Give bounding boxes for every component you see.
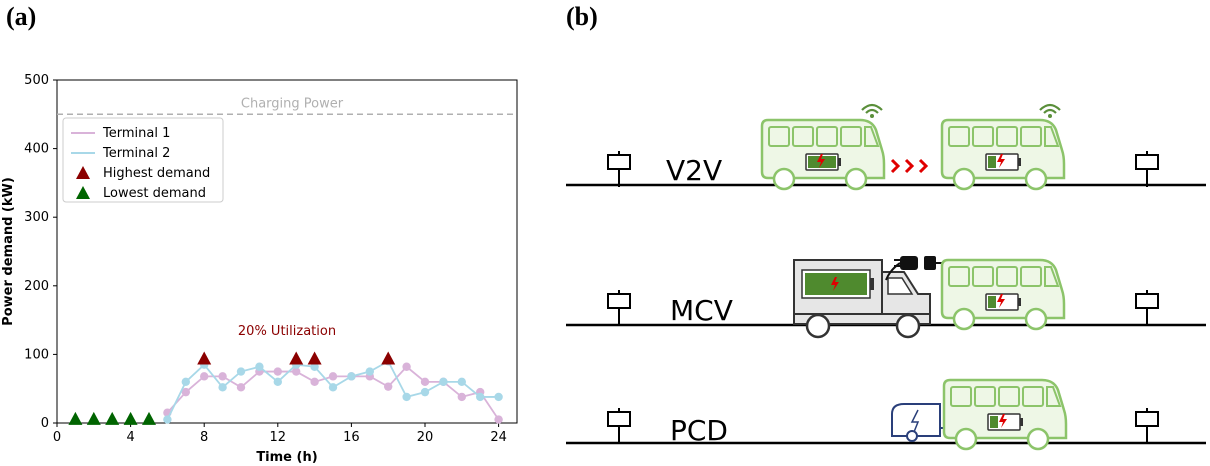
row-v2v: V2V	[566, 103, 1206, 191]
x-tick-label: 24	[490, 430, 507, 445]
legend-swatch-marker	[76, 186, 90, 199]
series-point-terminal-1	[402, 362, 411, 371]
wifi-icon	[1038, 103, 1062, 120]
legend-label: Lowest demand	[103, 186, 206, 201]
highest-demand-marker	[307, 351, 322, 365]
legend-swatch-marker	[76, 166, 90, 179]
power-demand-chart: 0 100 200 300 400 500 0 4 8 12 16 20 24 Time (h) Power…	[1, 73, 518, 465]
series-point-terminal-2	[273, 377, 282, 387]
wifi-icon	[860, 103, 884, 120]
series-point-terminal-2	[347, 372, 356, 381]
highest-demand-marker	[197, 351, 212, 365]
portable-charger-icon	[891, 403, 946, 442]
pcd-label: PCD	[670, 414, 728, 447]
series-point-terminal-1	[273, 367, 282, 376]
series-point-terminal-1	[384, 382, 393, 391]
x-tick-label: 12	[270, 430, 287, 445]
highest-demand-marker	[289, 351, 304, 365]
lowest-demand-marker	[105, 411, 120, 425]
y-tick-label: 200	[24, 279, 49, 294]
x-tick-label: 0	[53, 430, 61, 445]
series-point-terminal-2	[365, 367, 374, 376]
series-point-terminal-2	[328, 383, 338, 392]
road-sign-right	[1135, 150, 1159, 188]
series-point-terminal-1	[457, 392, 466, 402]
panel-a-label: (a)	[6, 2, 37, 31]
series-point-terminal-2	[255, 362, 264, 371]
series-point-terminal-1	[181, 387, 190, 397]
series-point-terminal-1	[292, 367, 301, 376]
lowest-demand-marker	[86, 411, 101, 425]
series-point-terminal-2	[236, 367, 246, 376]
series-point-terminal-1	[236, 383, 246, 392]
transfer-arrows-icon	[890, 158, 929, 174]
utilization-annotation: 20% Utilization	[238, 324, 336, 339]
y-tick-label: 300	[24, 210, 49, 225]
panel-b-label: (b)	[566, 2, 598, 31]
mcv-label: MCV	[670, 294, 733, 327]
series-point-terminal-1	[218, 372, 227, 381]
series-point-terminal-2	[310, 362, 319, 371]
charging-power-label: Charging Power	[241, 96, 344, 111]
road-sign-left	[607, 407, 631, 445]
series-point-terminal-2	[457, 377, 466, 387]
x-axis-label: Time (h)	[256, 450, 317, 465]
y-axis-label: Power demand (kW)	[1, 177, 16, 326]
row-mcv: MCV	[566, 256, 1206, 339]
y-tick-label: 500	[24, 73, 49, 88]
road-sign-right	[1135, 407, 1159, 445]
bus-receiver	[940, 258, 1066, 331]
plot-frame	[56, 79, 518, 424]
series-point-terminal-1	[494, 415, 503, 424]
legend-label: Terminal 2	[102, 146, 170, 161]
lowest-demand-marker	[68, 411, 83, 425]
highest-demand-marker	[381, 351, 396, 365]
series-point-terminal-1	[200, 372, 209, 381]
series-point-terminal-2	[420, 387, 430, 397]
bus-receiver	[940, 118, 1066, 191]
series-point-terminal-2	[439, 377, 448, 387]
x-tick-label: 20	[417, 430, 434, 445]
charging-methods-diagram: V2V MCV	[566, 103, 1206, 451]
series-point-terminal-1	[310, 377, 319, 387]
x-tick-label: 4	[126, 430, 134, 445]
y-tick-label: 0	[41, 416, 49, 431]
row-pcd: PCD	[566, 378, 1206, 451]
bus-source	[760, 118, 886, 191]
y-tick-label: 100	[24, 347, 49, 362]
y-tick-label: 400	[24, 142, 49, 157]
legend-label: Terminal 1	[102, 126, 170, 141]
road-sign-right	[1135, 289, 1159, 327]
bus-receiver	[942, 378, 1068, 451]
lowest-demand-marker	[142, 411, 156, 425]
series-point-terminal-2	[402, 392, 411, 402]
road-sign-left	[607, 289, 631, 327]
legend-box	[62, 117, 224, 203]
mobile-charging-truck	[793, 259, 931, 339]
x-tick-label: 16	[343, 430, 360, 445]
series-point-terminal-2	[181, 377, 190, 387]
plug-icon	[885, 256, 942, 281]
road-sign-left	[607, 150, 631, 188]
v2v-label: V2V	[666, 154, 722, 187]
series-point-terminal-2	[163, 415, 172, 424]
x-tick-label: 8	[200, 430, 208, 445]
series-point-terminal-1	[420, 377, 430, 387]
series-point-terminal-1	[328, 372, 338, 381]
series-point-terminal-2	[218, 383, 227, 392]
legend-label: Highest demand	[103, 166, 210, 181]
series-point-terminal-2	[494, 392, 503, 402]
series-point-terminal-2	[476, 392, 485, 402]
lowest-demand-marker	[123, 411, 138, 425]
